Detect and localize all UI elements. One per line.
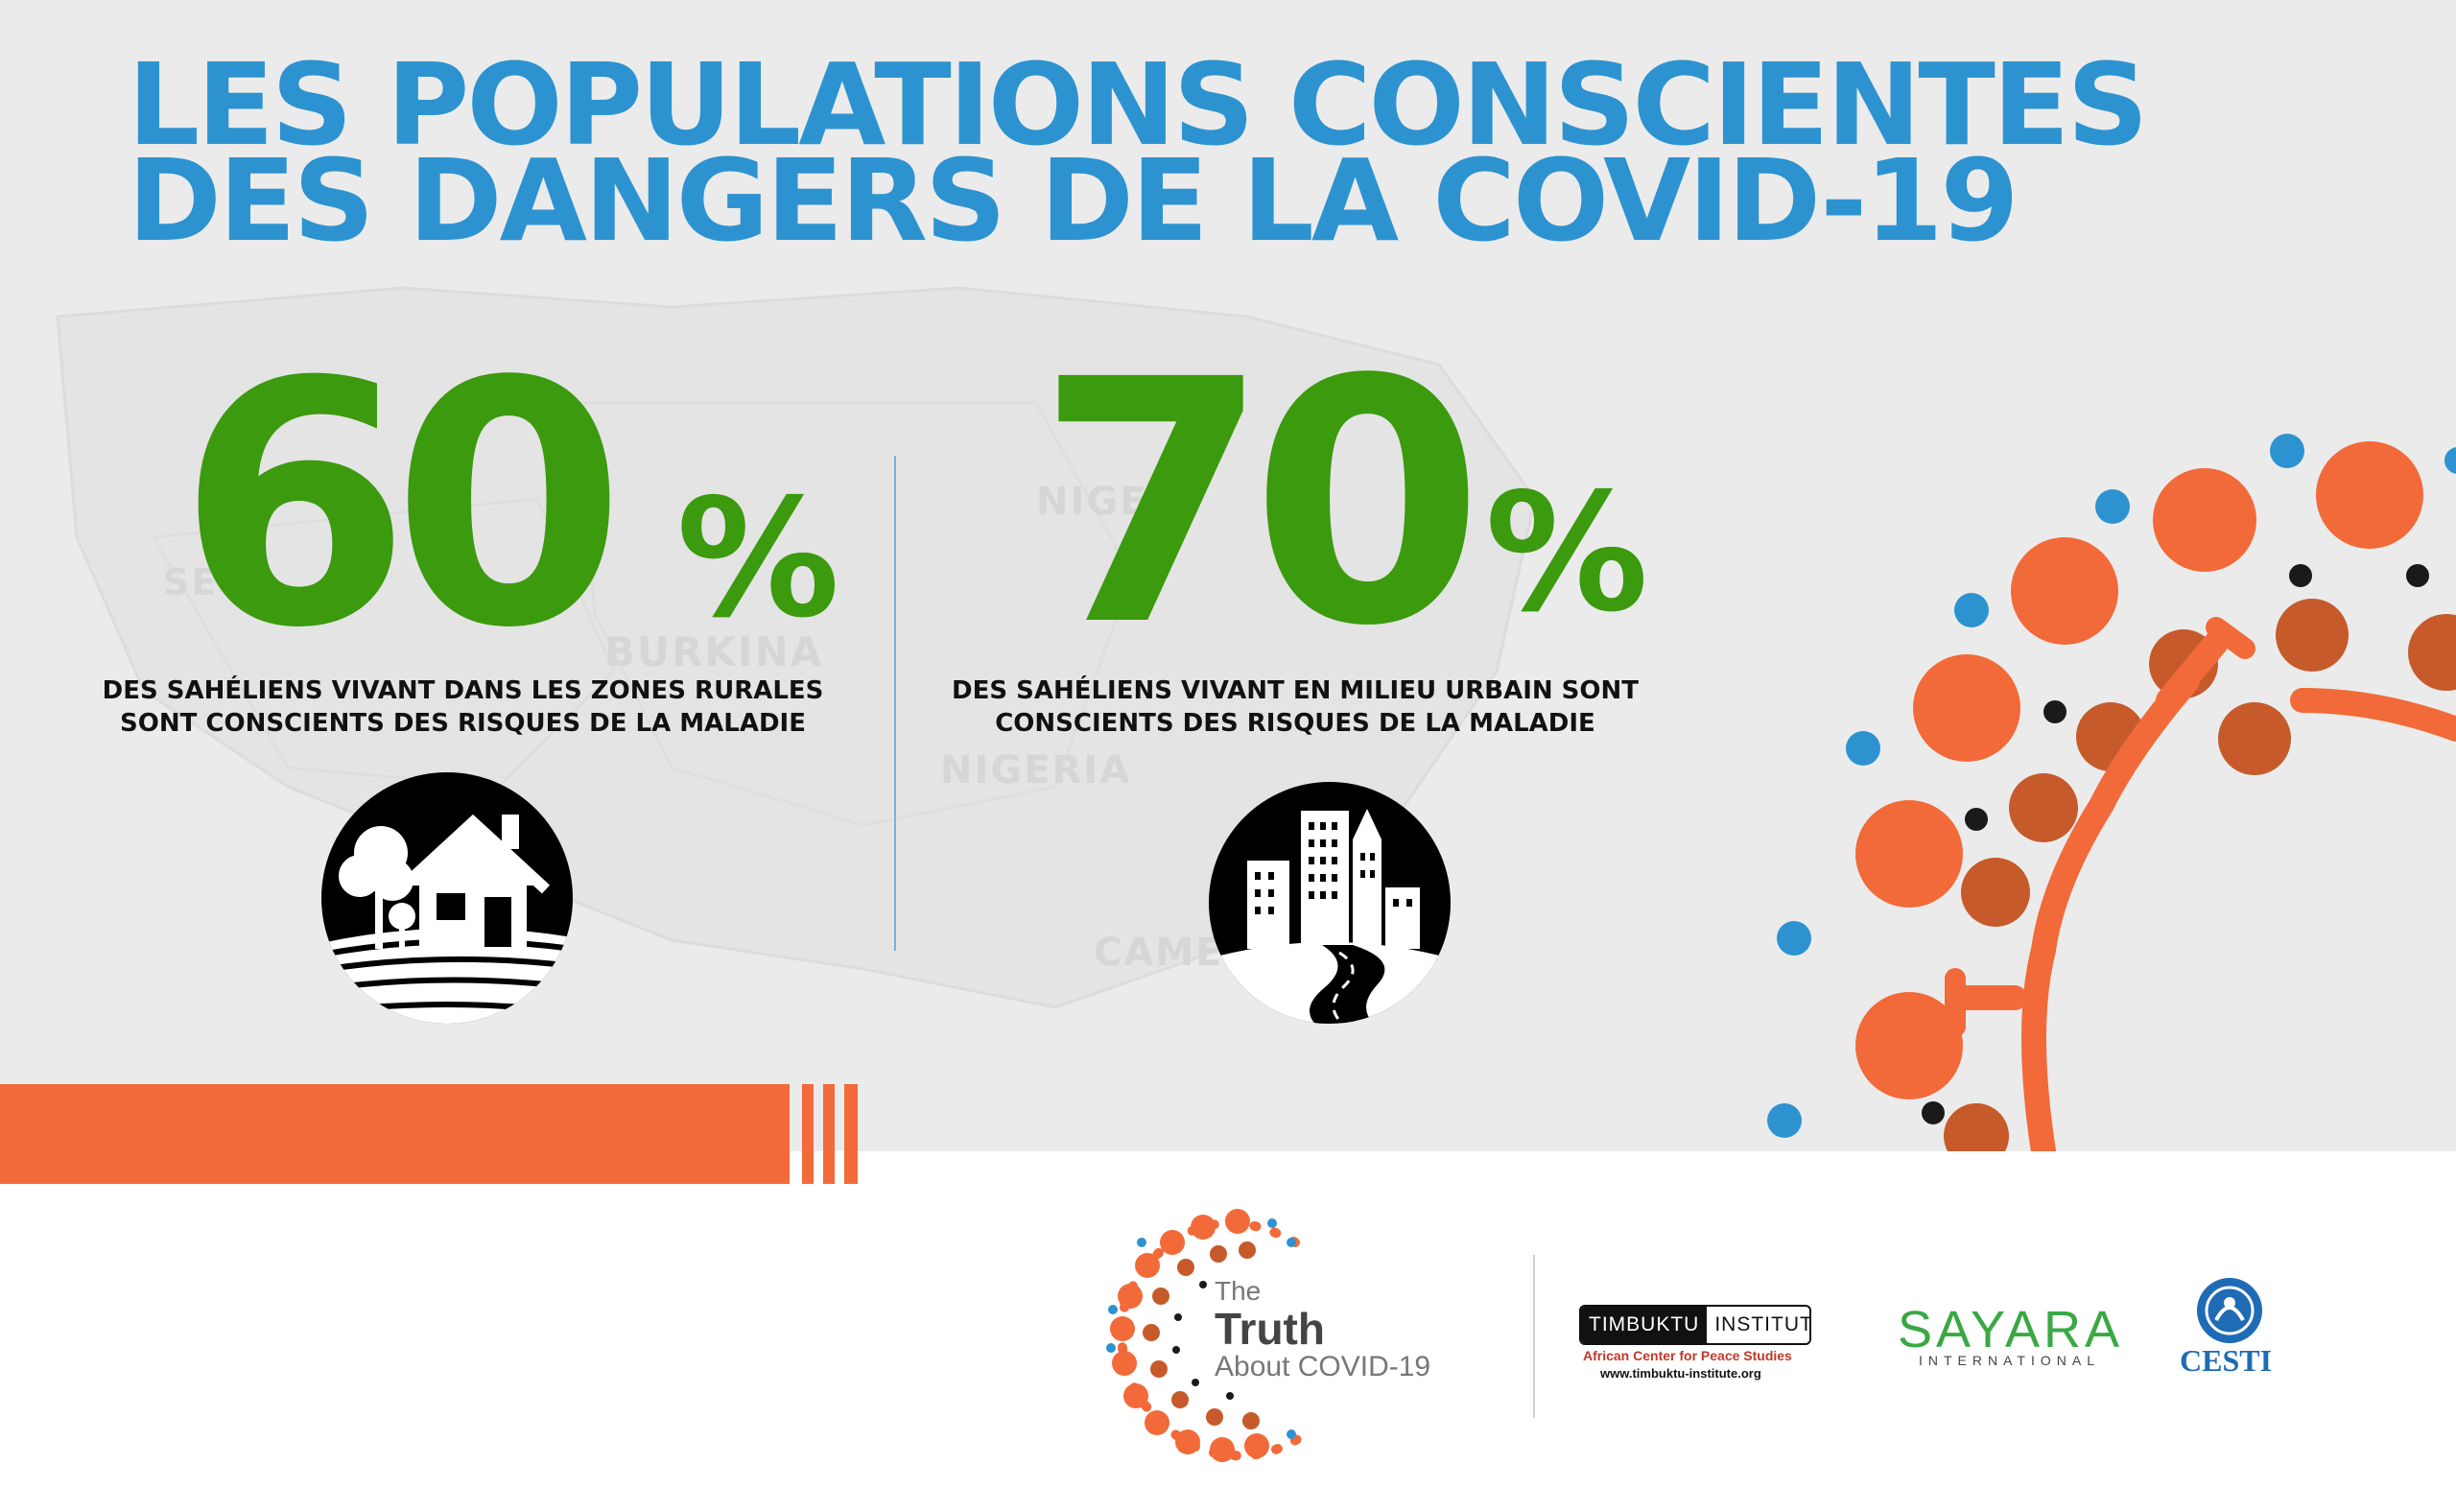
truth-logo-the: The bbox=[1215, 1276, 1262, 1306]
cesti-logo-name: CESTI bbox=[2180, 1343, 2273, 1378]
title-line-2: DES DANGERS DE LA COVID-19 bbox=[128, 134, 2019, 267]
main-panel: BURKINA NIGERIA NIGER SE CAME LES POPULA… bbox=[0, 0, 2456, 1151]
accent-bar-stripe bbox=[844, 1084, 858, 1184]
virus-ring-icon bbox=[1767, 434, 2456, 1151]
timbuktu-logo: TIMBUKTU INSTITUTE African Center for Pe… bbox=[1579, 1305, 1811, 1389]
map-label: CAME bbox=[1094, 931, 1224, 975]
map-label: SE bbox=[163, 561, 219, 603]
timbuktu-url: www.timbuktu-institute.org bbox=[1600, 1366, 1761, 1381]
sayara-logo-name: SAYARA bbox=[1898, 1301, 2124, 1358]
cesti-emblem-icon bbox=[2197, 1278, 2262, 1343]
stat-rural-description: DES SAHÉLIENS VIVANT DANS LES ZONES RURA… bbox=[96, 674, 830, 740]
stat-urban-value: 70 bbox=[1036, 308, 1484, 699]
stats-divider bbox=[894, 456, 896, 951]
rural-house-icon bbox=[321, 772, 573, 1024]
title-line-1: LES POPULATIONS CONSCIENTES bbox=[128, 38, 2148, 171]
accent-bar-stripe bbox=[823, 1084, 835, 1184]
stat-urban-line-2: CONSCIENTS DES RISQUES DE LA MALADIE bbox=[995, 709, 1595, 738]
stat-rural-line-1: DES SAHÉLIENS VIVANT DANS LES ZONES RURA… bbox=[102, 676, 824, 705]
stat-urban-unit: % bbox=[1485, 459, 1649, 649]
stat-urban-description: DES SAHÉLIENS VIVANT EN MILIEU URBAIN SO… bbox=[931, 674, 1660, 740]
accent-bar bbox=[0, 1084, 790, 1184]
footer-divider bbox=[1533, 1255, 1535, 1418]
map-label: NIGERIA bbox=[940, 748, 1132, 792]
timbuktu-badge: TIMBUKTU INSTITUTE bbox=[1579, 1305, 1811, 1345]
stat-rural-line-2: SONT CONSCIENTS DES RISQUES DE LA MALADI… bbox=[120, 709, 806, 738]
timbuktu-subtitle: African Center for Peace Studies bbox=[1583, 1348, 1792, 1363]
timbuktu-right: INSTITUTE bbox=[1714, 1313, 1809, 1335]
truth-logo-about: About COVID-19 bbox=[1215, 1351, 1431, 1382]
stat-urban-line-1: DES SAHÉLIENS VIVANT EN MILIEU URBAIN SO… bbox=[951, 676, 1639, 705]
truth-logo-truth: Truth bbox=[1215, 1304, 1325, 1354]
stat-rural-unit: % bbox=[676, 464, 840, 654]
map-label: BURKINA bbox=[604, 628, 824, 675]
truth-about-covid-logo-icon bbox=[1106, 1209, 1310, 1462]
sayara-logo-sub: INTERNATIONAL bbox=[1919, 1353, 2100, 1368]
footer: The Truth About COVID-19 TIMBUKTU INSTIT… bbox=[0, 1151, 2456, 1512]
map-label: NIGER bbox=[1036, 480, 1180, 524]
city-road-icon bbox=[1209, 782, 1451, 1024]
accent-bar-stripe bbox=[802, 1084, 814, 1184]
timbuktu-left: TIMBUKTU bbox=[1581, 1307, 1708, 1343]
stat-rural-value: 60 bbox=[177, 310, 626, 701]
